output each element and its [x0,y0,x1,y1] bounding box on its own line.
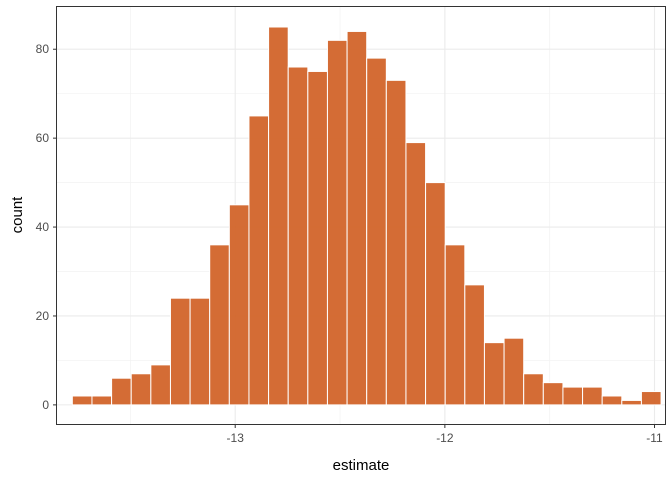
histogram-bar [464,284,485,406]
x-tick-label: -13 [227,431,245,445]
histogram-bar [425,182,446,406]
x-axis-title: estimate [333,457,390,474]
histogram-bar [542,382,564,406]
histogram-bar [366,57,387,406]
histogram-bar [150,364,171,406]
histogram-bar [130,373,152,406]
histogram-bar [346,30,368,406]
histogram-bar [444,244,466,406]
histogram-bar [503,337,525,406]
histogram-bar [601,395,623,406]
histogram-bar [111,377,132,406]
histogram-bars [71,26,662,406]
histogram-bar [71,395,93,406]
histogram-bar [640,391,662,406]
histogram-bar [562,386,584,406]
x-tick-label: -12 [436,431,454,445]
y-tick-label: 80 [36,42,50,56]
histogram-bar [268,26,289,406]
histogram-bar [169,297,191,406]
histogram-bar [621,399,642,406]
histogram-bar [523,373,544,406]
histogram-bar [582,386,603,406]
histogram-bar [483,342,505,406]
y-tick-label: 40 [36,220,50,234]
histogram-bar [405,142,427,406]
x-tick-label: -11 [646,431,663,445]
histogram-bar [287,66,309,406]
histogram-bar [228,204,250,406]
histogram-bar [248,115,270,406]
histogram-bar [209,244,230,406]
y-axis: 0 20 40 60 80 [36,42,57,412]
y-tick-label: 60 [36,131,50,145]
panel-border [56,6,666,425]
y-tick-label: 20 [36,309,50,323]
histogram-bar [307,70,328,406]
histogram-bar [385,79,407,406]
histogram-bar [326,39,348,406]
y-axis-title: count [9,196,26,234]
histogram-bar [189,297,211,406]
histogram-bar [91,395,113,406]
x-axis: -13 -12 -11 [227,424,663,445]
y-tick-label: 0 [42,398,49,412]
